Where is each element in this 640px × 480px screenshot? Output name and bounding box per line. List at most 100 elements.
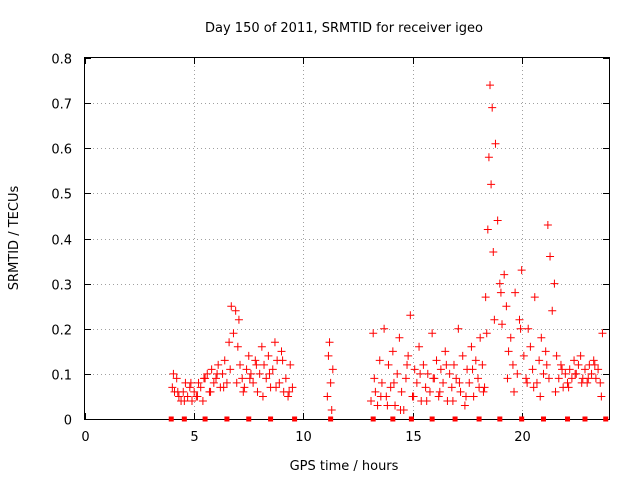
data-point [469,392,478,401]
data-point [285,387,294,396]
data-point [522,374,531,383]
baseline-marker [476,416,482,422]
y-tick-label: 0.6 [51,143,72,158]
y-axis-ticks: 0 0.1 0.2 0.3 0.4 0.5 0.6 0.7 0.8 [51,53,609,429]
data-point [173,387,182,396]
data-point [252,360,261,369]
baseline-marker [565,416,571,422]
data-point [563,378,572,387]
data-point [275,378,284,387]
baseline-marker [497,416,503,422]
data-point [395,333,404,342]
data-point [328,365,337,374]
data-point [510,387,519,396]
data-point [489,248,498,257]
data-point [487,180,496,189]
data-point [455,378,464,387]
data-point [530,293,539,302]
data-point [222,378,231,387]
data-point [391,401,400,410]
data-point [561,369,570,378]
data-point [272,383,281,392]
y-tick-label: 0.3 [51,279,72,294]
baseline-marker [429,416,435,422]
data-point [543,220,552,229]
data-point [236,360,245,369]
data-point [373,401,382,410]
data-point [428,329,437,338]
data-point [232,378,241,387]
data-point [506,333,515,342]
data-point [383,401,392,410]
data-point [456,387,465,396]
data-point [542,360,551,369]
data-point [233,342,242,351]
data-point [403,360,412,369]
data-point [596,378,605,387]
data-point [375,356,384,365]
data-point [551,387,560,396]
baseline-marker [390,416,396,422]
x-axis-ticks: 0 5 10 15 20 [81,58,531,445]
data-point [389,378,398,387]
data-point [284,392,293,401]
y-tick-label: 0 [64,414,72,429]
y-tick-label: 0.7 [51,98,72,113]
data-point [203,369,212,378]
data-point [386,383,395,392]
x-tick-label: 20 [514,430,531,445]
data-points [168,81,609,422]
data-point [448,396,457,405]
data-point [495,279,504,288]
data-point [264,351,273,360]
data-point [471,356,480,365]
data-point [262,374,271,383]
data-point [554,374,563,383]
data-point [447,383,456,392]
baseline-marker [370,416,376,422]
data-point [325,338,334,347]
data-point [168,383,177,392]
data-point [452,374,461,383]
data-point [479,387,488,396]
baseline-marker [246,416,252,422]
data-point [206,387,215,396]
data-point [409,392,418,401]
data-point [445,369,454,378]
data-point [207,365,216,374]
baseline-marker [168,416,174,422]
grid-lines [85,58,609,419]
data-point [526,342,535,351]
data-point [240,383,249,392]
data-point [504,347,513,356]
data-point [214,360,223,369]
data-point [277,347,286,356]
data-point [576,351,585,360]
data-point [367,396,376,405]
data-point [268,365,277,374]
data-point [571,369,580,378]
data-point [246,369,255,378]
data-point [286,360,295,369]
data-point [500,270,509,279]
data-point [541,347,550,356]
data-point [251,356,260,365]
data-point [532,378,541,387]
x-tick-label: 10 [295,430,312,445]
data-point [536,392,545,401]
data-point [265,369,274,378]
data-point [580,365,589,374]
baseline-marker [292,416,298,422]
data-point [483,225,492,234]
baseline-marker [181,416,187,422]
data-point [574,360,583,369]
data-point [558,365,567,374]
baseline-marker [224,416,230,422]
baseline-marker [519,416,525,422]
data-point [461,392,470,401]
data-point [234,315,243,324]
data-point [517,266,526,275]
data-point [449,360,458,369]
y-tick-label: 0.8 [51,53,72,68]
